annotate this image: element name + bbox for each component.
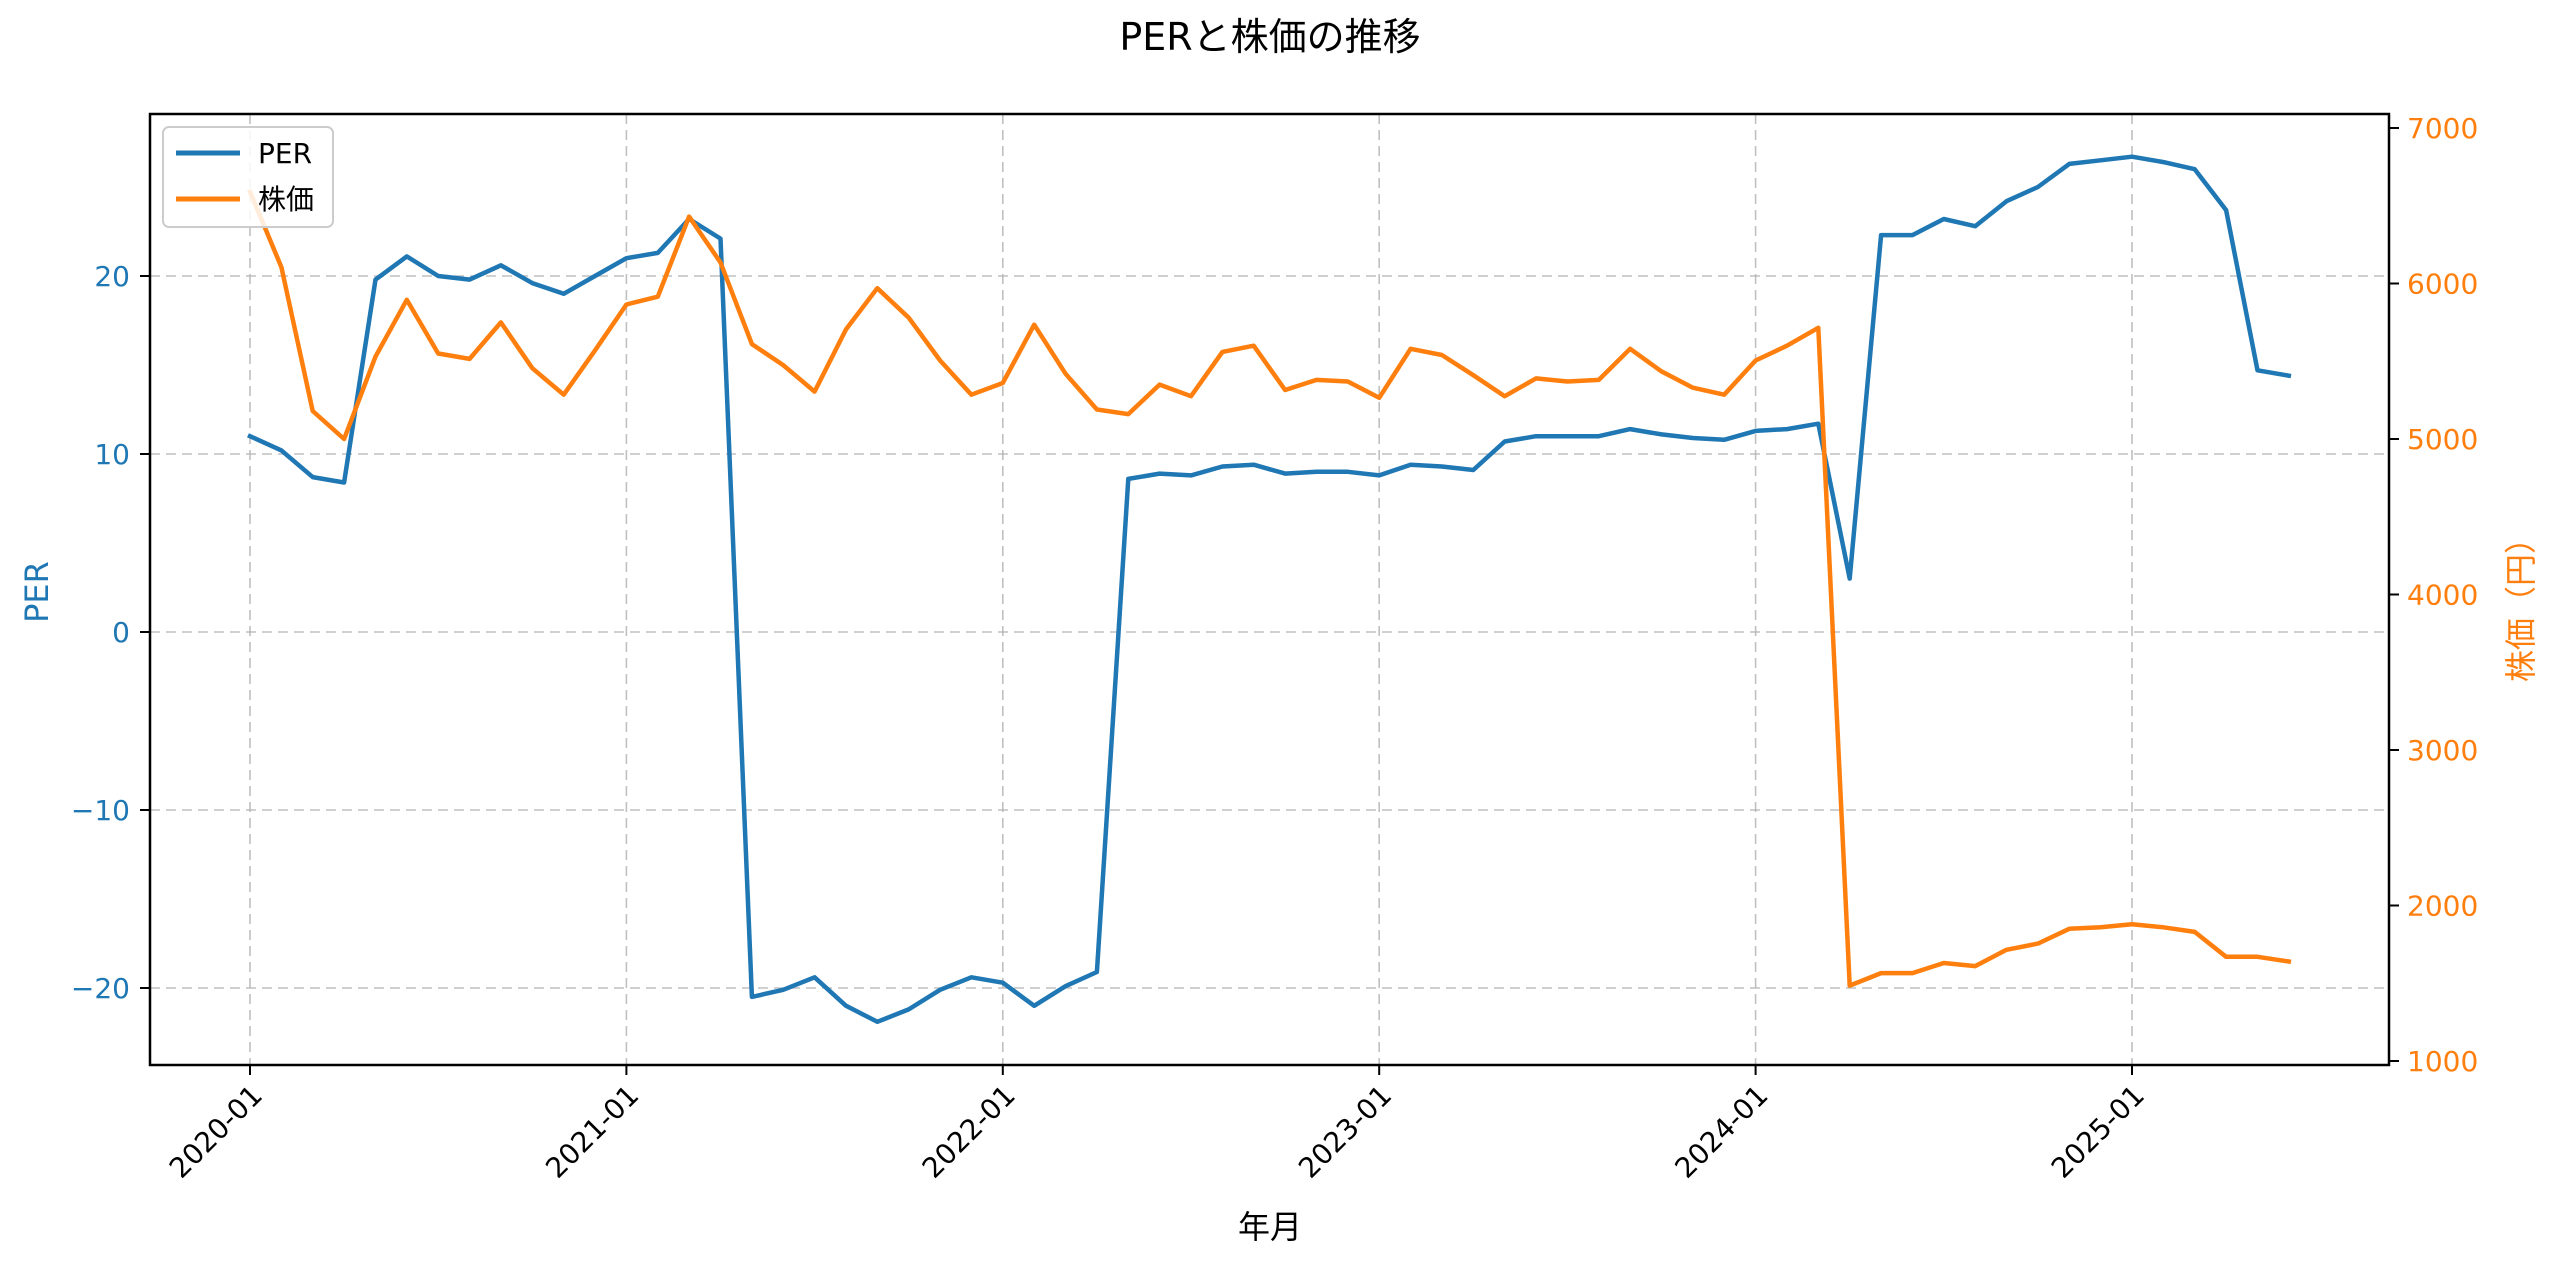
right-y-tick-label: 1000 bbox=[2407, 1045, 2478, 1078]
x-axis-label: 年月 bbox=[1238, 1208, 1302, 1246]
x-tick-label: 2023-01 bbox=[1292, 1079, 1398, 1185]
x-axis: 2020-01 2021-01 2022-01 2023-01 2024-01 2025-… bbox=[163, 1065, 2151, 1185]
price-line bbox=[247, 188, 2292, 988]
right-y-tick-label: 6000 bbox=[2407, 268, 2478, 301]
x-tick-label: 2021-01 bbox=[539, 1079, 645, 1185]
grid-lines bbox=[150, 114, 2389, 1065]
chart-title: PERと株価の推移 bbox=[1119, 15, 1420, 59]
plot-frame bbox=[148, 112, 2391, 1067]
left-y-tick-label: −10 bbox=[71, 794, 130, 827]
right-y-tick-label: 2000 bbox=[2407, 890, 2478, 923]
right-axis-label: 株価（円） bbox=[2502, 522, 2540, 682]
left-y-tick-label: 0 bbox=[112, 616, 130, 649]
right-y-tick-label: 7000 bbox=[2407, 112, 2478, 145]
per-line bbox=[247, 154, 2292, 1025]
legend: PER 株価 bbox=[162, 126, 334, 228]
right-y-axis: 1000 2000 3000 4000 5000 6000 7000 bbox=[2389, 112, 2478, 1078]
left-y-tick-label: −20 bbox=[71, 972, 130, 1005]
x-tick-label: 2024-01 bbox=[1668, 1079, 1774, 1185]
right-y-tick-label: 4000 bbox=[2407, 579, 2478, 612]
x-tick-label: 2025-01 bbox=[2045, 1079, 2151, 1185]
left-y-tick-label: 20 bbox=[94, 260, 130, 293]
right-y-tick-label: 3000 bbox=[2407, 734, 2478, 767]
right-y-tick-label: 5000 bbox=[2407, 423, 2478, 456]
left-axis-label: PER bbox=[18, 561, 56, 623]
x-tick-label: 2022-01 bbox=[916, 1079, 1022, 1185]
x-tick-label: 2020-01 bbox=[163, 1079, 269, 1185]
left-y-axis: −20 −10 0 10 20 bbox=[71, 260, 150, 1005]
left-y-tick-label: 10 bbox=[94, 438, 130, 471]
legend-price-label: 株価 bbox=[258, 183, 314, 216]
legend-per-label: PER bbox=[258, 137, 312, 170]
series-lines bbox=[247, 154, 2292, 1025]
